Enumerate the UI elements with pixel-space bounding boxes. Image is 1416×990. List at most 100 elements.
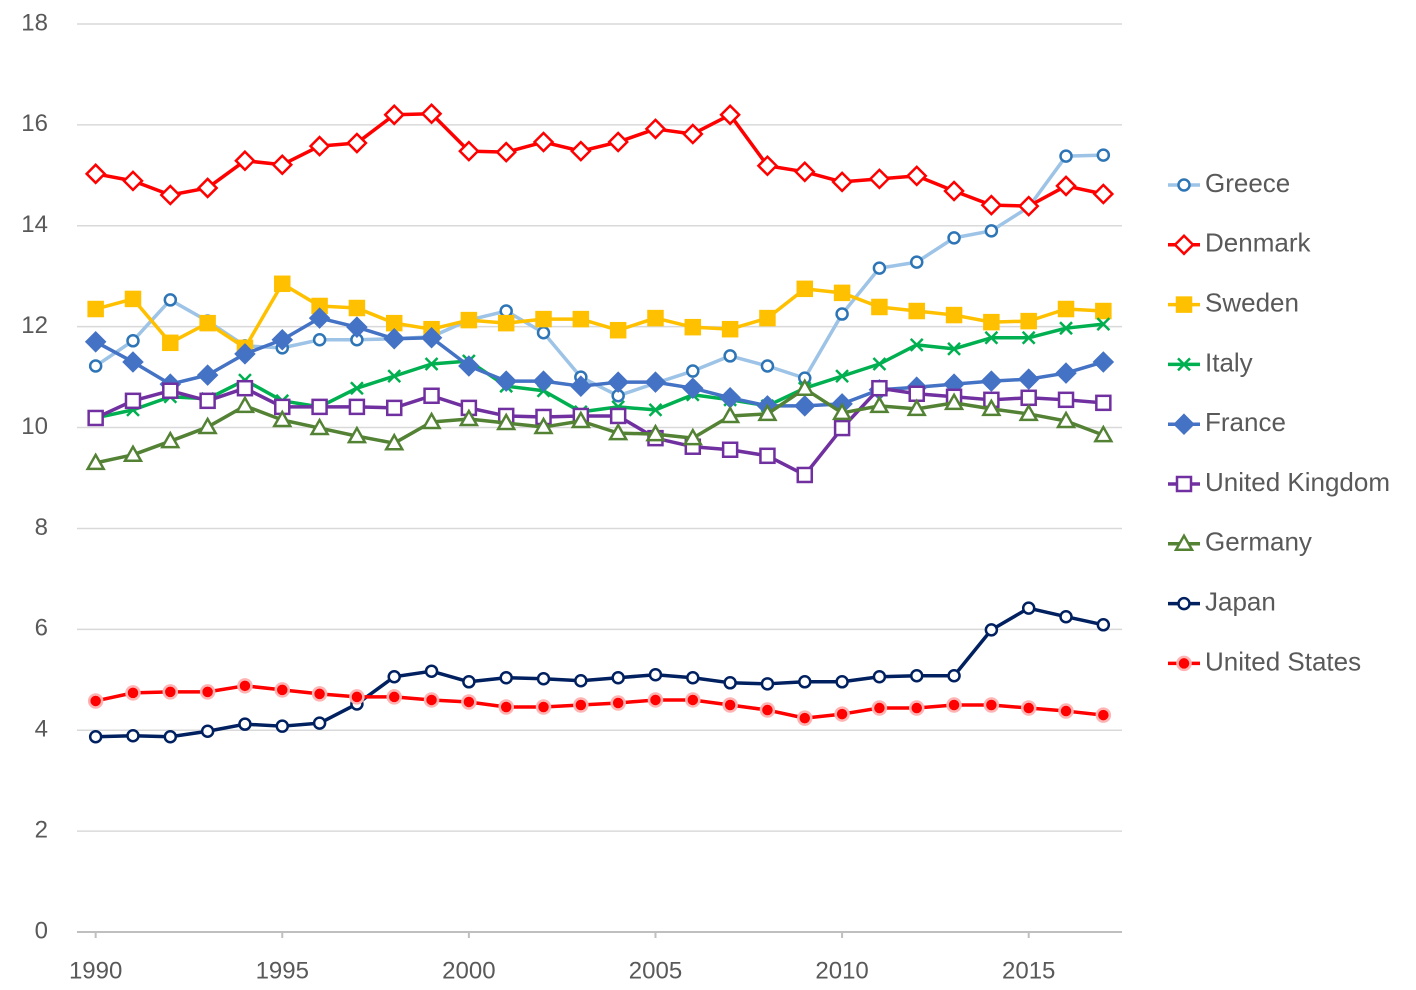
- marker: [684, 318, 702, 336]
- marker: [608, 422, 629, 441]
- marker: [311, 686, 328, 702]
- marker: [572, 310, 590, 328]
- marker: [349, 689, 365, 705]
- marker: [536, 325, 551, 340]
- marker: [1059, 149, 1073, 163]
- marker: [607, 371, 629, 393]
- marker: [1173, 234, 1195, 256]
- marker: [122, 444, 144, 463]
- y-tick-label: 12: [21, 312, 48, 339]
- marker: [943, 180, 965, 202]
- x-tick-label: 2010: [815, 957, 868, 984]
- series-line: [95, 606, 1104, 739]
- marker: [984, 330, 999, 345]
- marker: [834, 706, 850, 722]
- marker: [308, 135, 331, 157]
- marker: [87, 693, 104, 709]
- marker: [872, 261, 887, 275]
- marker: [721, 441, 739, 459]
- marker: [1173, 533, 1195, 552]
- marker: [87, 300, 104, 318]
- x-tick-label: 1995: [256, 957, 309, 984]
- marker: [831, 402, 853, 421]
- marker: [387, 670, 401, 684]
- marker: [383, 104, 405, 126]
- marker: [831, 171, 853, 193]
- marker: [983, 313, 1000, 331]
- series-line: [95, 684, 1104, 720]
- marker: [383, 328, 405, 350]
- marker: [162, 334, 179, 352]
- marker: [533, 416, 554, 435]
- marker: [236, 379, 254, 397]
- marker: [1055, 362, 1077, 384]
- marker: [1017, 195, 1040, 217]
- marker: [869, 395, 890, 414]
- marker: [723, 349, 737, 363]
- legend-entry: Sweden: [1168, 287, 1299, 317]
- marker: [199, 684, 216, 700]
- marker: [719, 405, 741, 424]
- marker: [570, 140, 592, 162]
- marker: [1096, 148, 1111, 162]
- marker: [88, 730, 103, 744]
- marker: [686, 364, 700, 378]
- marker: [1020, 312, 1037, 330]
- marker: [308, 307, 331, 329]
- marker: [759, 447, 776, 465]
- marker: [309, 417, 330, 436]
- marker: [909, 255, 924, 269]
- marker: [346, 316, 368, 338]
- marker: [462, 675, 476, 689]
- marker: [424, 664, 439, 678]
- marker: [871, 379, 888, 397]
- marker: [686, 671, 700, 685]
- marker: [163, 293, 178, 307]
- series-line: [94, 316, 1104, 408]
- marker: [458, 140, 480, 162]
- marker: [796, 466, 814, 484]
- marker: [759, 702, 776, 718]
- marker: [312, 333, 327, 347]
- marker: [682, 123, 704, 145]
- marker: [647, 309, 664, 327]
- marker: [234, 395, 256, 414]
- marker: [234, 343, 256, 365]
- marker: [759, 309, 776, 327]
- marker: [125, 685, 141, 701]
- x-tick-label: 2015: [1002, 957, 1055, 984]
- marker: [88, 359, 103, 373]
- legend-entry: Italy: [1168, 347, 1253, 377]
- series-line: [95, 282, 1104, 350]
- marker: [756, 154, 779, 177]
- marker: [573, 697, 589, 713]
- marker: [794, 395, 816, 417]
- legend-label: Germany: [1205, 527, 1312, 557]
- marker: [871, 700, 888, 716]
- marker: [423, 387, 440, 405]
- marker: [794, 378, 815, 396]
- marker: [871, 298, 888, 316]
- marker: [496, 412, 517, 431]
- marker: [980, 370, 1003, 392]
- marker: [499, 304, 513, 318]
- marker: [797, 710, 813, 726]
- marker: [199, 392, 216, 410]
- legend-label: Italy: [1205, 347, 1253, 377]
- series-line: [95, 112, 1104, 208]
- marker: [420, 103, 443, 125]
- marker: [238, 717, 252, 731]
- legend-label: United States: [1205, 646, 1361, 676]
- marker: [570, 375, 592, 397]
- marker: [685, 692, 701, 708]
- marker: [350, 381, 364, 396]
- marker: [461, 694, 477, 710]
- marker: [1055, 410, 1077, 429]
- marker: [1017, 368, 1040, 390]
- marker: [721, 320, 739, 338]
- marker: [234, 149, 256, 172]
- y-tick-label: 8: [35, 514, 48, 541]
- marker: [908, 700, 925, 716]
- marker: [460, 311, 478, 329]
- marker: [1175, 296, 1193, 313]
